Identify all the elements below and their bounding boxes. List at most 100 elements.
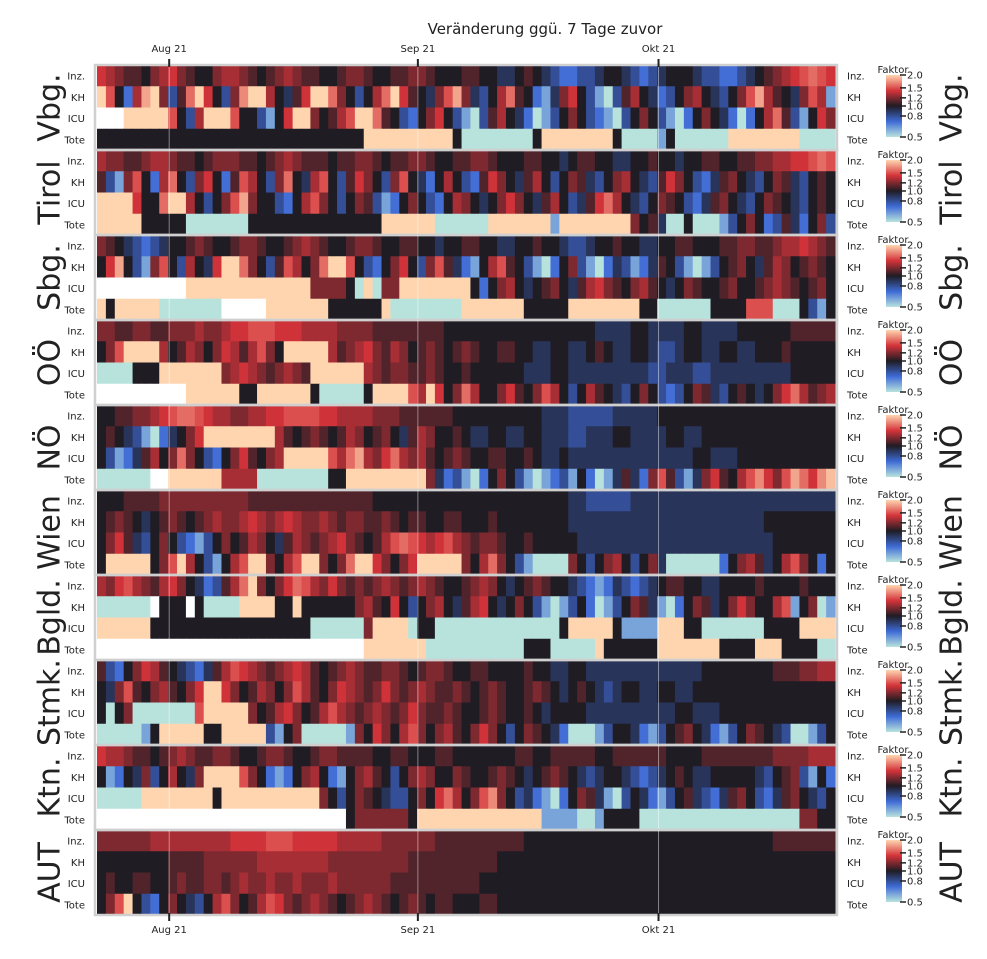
heatmap-cell (763, 447, 774, 470)
heatmap-cell (559, 86, 569, 108)
heatmap-cell (185, 553, 196, 576)
heatmap-cell (701, 447, 712, 470)
heatmap-cell (817, 362, 827, 385)
heatmap-cell (283, 65, 294, 87)
colorbar-title: Faktor (878, 830, 910, 841)
heatmap-cell (479, 277, 489, 300)
heatmap-cell (603, 787, 614, 810)
heatmap-cell (594, 405, 605, 427)
heatmap-cell (390, 596, 400, 618)
heatmap-cell (763, 511, 774, 533)
heatmap-cell (746, 468, 756, 491)
heatmap-cell (319, 468, 329, 491)
heatmap-cell (470, 426, 480, 448)
heatmap-cell (203, 681, 214, 703)
heatmap-cell (728, 192, 738, 215)
heatmap-cell (648, 575, 658, 597)
heatmap-cell (577, 872, 587, 895)
heatmap-cell (230, 256, 240, 278)
heatmap-cell (97, 341, 107, 363)
heatmap-cell (497, 426, 507, 448)
heatmap-cell (390, 405, 400, 427)
heatmap-cell (630, 723, 640, 746)
heatmap-cell (586, 851, 596, 873)
heatmap-cell (212, 320, 223, 342)
heatmap-cell (301, 575, 311, 597)
heatmap-cell (203, 893, 214, 916)
row-label-right: KH (847, 93, 861, 104)
heatmap-cell (301, 65, 311, 87)
heatmap-cell (97, 447, 107, 470)
heatmap-cell (443, 830, 454, 852)
heatmap-cell (799, 490, 809, 512)
heatmap-cell (737, 86, 747, 108)
colorbar-tick-label: 1.0 (907, 272, 923, 283)
heatmap-cell (710, 320, 721, 342)
heatmap-cell (657, 808, 667, 831)
heatmap-cell (479, 86, 489, 108)
heatmap-cell (550, 893, 560, 916)
heatmap-cell (612, 596, 623, 618)
heatmap-cell (577, 171, 587, 193)
heatmap-cell (550, 511, 560, 533)
heatmap-cell (301, 320, 311, 342)
heatmap-cell (532, 808, 543, 831)
heatmap-cell (603, 171, 614, 193)
heatmap-cell (657, 192, 667, 215)
heatmap-cell (710, 405, 721, 427)
heatmap-cell (523, 851, 534, 873)
heatmap-cell (177, 638, 187, 661)
heatmap-cell (763, 766, 774, 788)
heatmap-cell (728, 128, 738, 151)
heatmap-cell (363, 575, 374, 597)
heatmap-cell (754, 575, 765, 597)
heatmap-cell (666, 893, 676, 916)
heatmap-cell (417, 787, 427, 810)
heatmap-cell (479, 320, 489, 342)
heatmap-cell (265, 702, 276, 725)
heatmap-cell (621, 638, 632, 661)
heatmap-cell (479, 447, 489, 470)
heatmap-cell (337, 65, 347, 87)
heatmap-cell (310, 298, 320, 321)
heatmap-cell (826, 192, 836, 215)
heatmap-cell (639, 192, 649, 215)
heatmap-cell (648, 86, 658, 108)
heatmap-cell (123, 745, 134, 767)
heatmap-cell (345, 660, 356, 682)
heatmap-cell (701, 341, 712, 363)
heatmap-cell (772, 256, 783, 278)
heatmap-cell (408, 830, 418, 852)
heatmap-cell (754, 872, 765, 895)
heatmap-cell (265, 532, 276, 555)
heatmap-cell (719, 426, 729, 448)
heatmap-cell (265, 426, 276, 448)
colorbar-tick-label: 1.0 (907, 187, 923, 198)
heatmap-cell (550, 150, 560, 172)
heatmap-cell (239, 766, 249, 788)
heatmap-cell (417, 638, 427, 661)
heatmap-cell (488, 86, 498, 108)
heatmap-cell (159, 830, 169, 852)
heatmap-cell (568, 150, 578, 172)
heatmap-cell (354, 638, 365, 661)
heatmap-cell (257, 766, 267, 788)
heatmap-cell (185, 490, 196, 512)
heatmap-cell (728, 596, 738, 618)
heatmap-cell (639, 808, 649, 831)
heatmap-cell (781, 872, 792, 895)
heatmap-cell (97, 575, 107, 597)
heatmap-cell (594, 830, 605, 852)
heatmap-cell (310, 277, 320, 300)
heatmap-cell (114, 830, 125, 852)
heatmap-cell (790, 787, 801, 810)
heatmap-cell (594, 745, 605, 767)
heatmap-cell (541, 192, 552, 215)
heatmap-cell (301, 681, 311, 703)
heatmap-cell (568, 681, 578, 703)
heatmap-cell (354, 277, 365, 300)
heatmap-cell (594, 532, 605, 555)
heatmap-cell (577, 830, 587, 852)
heatmap-cell (292, 532, 303, 555)
heatmap-cell (541, 808, 552, 831)
